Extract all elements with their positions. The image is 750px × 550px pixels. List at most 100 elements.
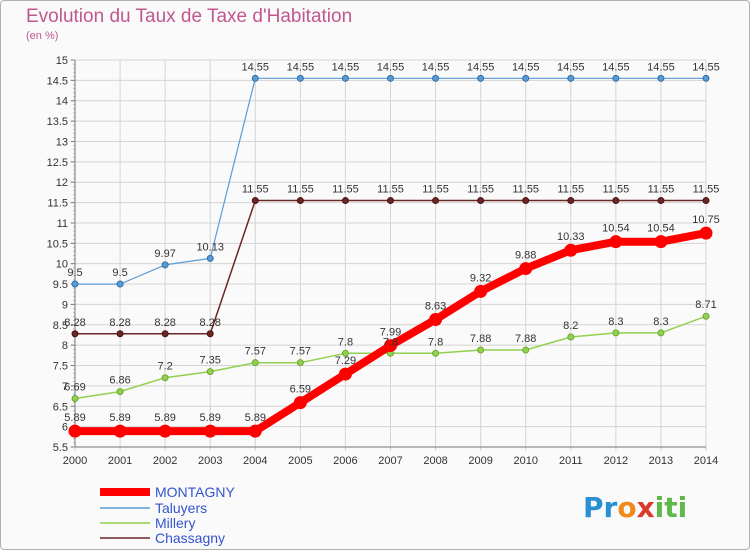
chart-title: Evolution du Taux de Taxe d'Habitation bbox=[26, 6, 353, 27]
data-label: 10.54 bbox=[602, 223, 630, 235]
x-tick-label: 2014 bbox=[694, 455, 718, 467]
data-point bbox=[206, 330, 214, 338]
data-point bbox=[657, 74, 665, 82]
data-point bbox=[429, 312, 443, 326]
data-label: 11.55 bbox=[693, 184, 720, 196]
data-label: 5.89 bbox=[109, 412, 130, 424]
data-label: 11.55 bbox=[242, 184, 269, 196]
x-tick-label: 2007 bbox=[378, 455, 402, 467]
data-point bbox=[432, 197, 440, 205]
data-point bbox=[477, 74, 485, 82]
data-label: 11.55 bbox=[602, 184, 629, 196]
logo-part: x bbox=[637, 491, 655, 524]
data-label: 11.55 bbox=[512, 184, 539, 196]
y-tick-label: 9 bbox=[62, 299, 68, 311]
data-label: 8.28 bbox=[109, 317, 130, 329]
data-point bbox=[116, 388, 124, 396]
x-tick-label: 2012 bbox=[604, 455, 628, 467]
data-label: 5.89 bbox=[200, 412, 221, 424]
data-label: 9.97 bbox=[154, 248, 175, 260]
data-label: 7.29 bbox=[335, 355, 356, 367]
y-tick-label: 11 bbox=[57, 218, 68, 230]
proxiti-logo: Proxiti bbox=[583, 491, 687, 524]
data-point bbox=[567, 197, 575, 205]
data-point bbox=[699, 226, 713, 240]
data-point bbox=[206, 254, 214, 262]
x-tick-label: 2000 bbox=[63, 455, 87, 467]
data-label: 5.89 bbox=[64, 412, 85, 424]
data-point bbox=[519, 262, 533, 276]
data-label: 10.33 bbox=[557, 231, 585, 243]
grid-lines bbox=[70, 59, 707, 451]
data-label: 10.75 bbox=[692, 214, 720, 226]
data-point bbox=[384, 339, 397, 353]
legend-label-montagny: MONTAGNY bbox=[155, 484, 236, 500]
x-tick-label: 2003 bbox=[198, 455, 222, 467]
data-label: 9.88 bbox=[515, 250, 536, 262]
data-label: 9.5 bbox=[67, 267, 82, 279]
data-point bbox=[612, 197, 620, 205]
series-chassagny bbox=[71, 197, 710, 338]
data-label: 14.55 bbox=[692, 61, 720, 73]
data-label: 8.3 bbox=[608, 316, 623, 328]
data-label: 7.8 bbox=[428, 336, 443, 348]
data-label: 6.59 bbox=[290, 384, 311, 396]
data-point bbox=[161, 374, 169, 382]
data-point bbox=[251, 74, 259, 82]
data-label: 7.57 bbox=[290, 346, 311, 358]
data-point bbox=[474, 284, 488, 298]
legend-label-millery: Millery bbox=[155, 515, 195, 531]
data-label: 14.55 bbox=[422, 61, 450, 73]
y-tick-label: 5.5 bbox=[53, 442, 68, 454]
data-label: 14.55 bbox=[557, 61, 585, 73]
y-tick-label: 8.5 bbox=[53, 320, 68, 332]
data-point bbox=[296, 74, 304, 82]
x-tick-label: 2013 bbox=[649, 455, 673, 467]
data-point bbox=[567, 333, 575, 341]
y-tick-label: 7.5 bbox=[53, 361, 68, 373]
x-tick-label: 2011 bbox=[559, 455, 583, 467]
data-point bbox=[341, 74, 349, 82]
data-label: 6.69 bbox=[64, 382, 85, 394]
data-point bbox=[522, 74, 530, 82]
data-label: 7.2 bbox=[157, 361, 172, 373]
x-tick-label: 2010 bbox=[513, 455, 537, 467]
data-point bbox=[657, 197, 665, 205]
x-tick-label: 2006 bbox=[333, 455, 357, 467]
data-point bbox=[702, 312, 710, 320]
y-tick-label: 13 bbox=[56, 136, 68, 148]
series-lines bbox=[68, 74, 713, 438]
data-label: 7.88 bbox=[515, 333, 536, 345]
series-taluyers bbox=[71, 74, 710, 288]
data-label: 14.55 bbox=[242, 61, 270, 73]
data-point bbox=[296, 359, 304, 367]
data-point bbox=[432, 349, 440, 357]
data-label: 7.57 bbox=[245, 346, 266, 358]
x-tick-label: 2005 bbox=[288, 455, 312, 467]
data-point bbox=[251, 197, 259, 205]
data-label: 9.32 bbox=[470, 272, 491, 284]
data-point bbox=[341, 197, 349, 205]
data-label: 11.55 bbox=[422, 184, 449, 196]
data-point bbox=[338, 367, 352, 381]
data-point bbox=[522, 346, 530, 354]
data-point bbox=[161, 261, 169, 269]
data-point bbox=[341, 349, 349, 357]
data-point bbox=[567, 74, 575, 82]
data-point bbox=[564, 243, 578, 257]
data-point bbox=[612, 74, 620, 82]
logo-part: o bbox=[617, 491, 636, 524]
y-tick-label: 12 bbox=[56, 177, 68, 189]
data-label: 14.55 bbox=[332, 61, 360, 73]
data-point bbox=[477, 346, 485, 354]
data-label: 8.71 bbox=[695, 299, 716, 311]
y-tick-label: 10.5 bbox=[47, 238, 68, 250]
data-label: 8.28 bbox=[64, 317, 85, 329]
data-label: 10.54 bbox=[647, 223, 675, 235]
series-millery bbox=[71, 312, 710, 403]
y-tick-label: 8 bbox=[62, 340, 68, 352]
data-point bbox=[71, 280, 79, 288]
legend-label-taluyers: Taluyers bbox=[155, 500, 207, 516]
